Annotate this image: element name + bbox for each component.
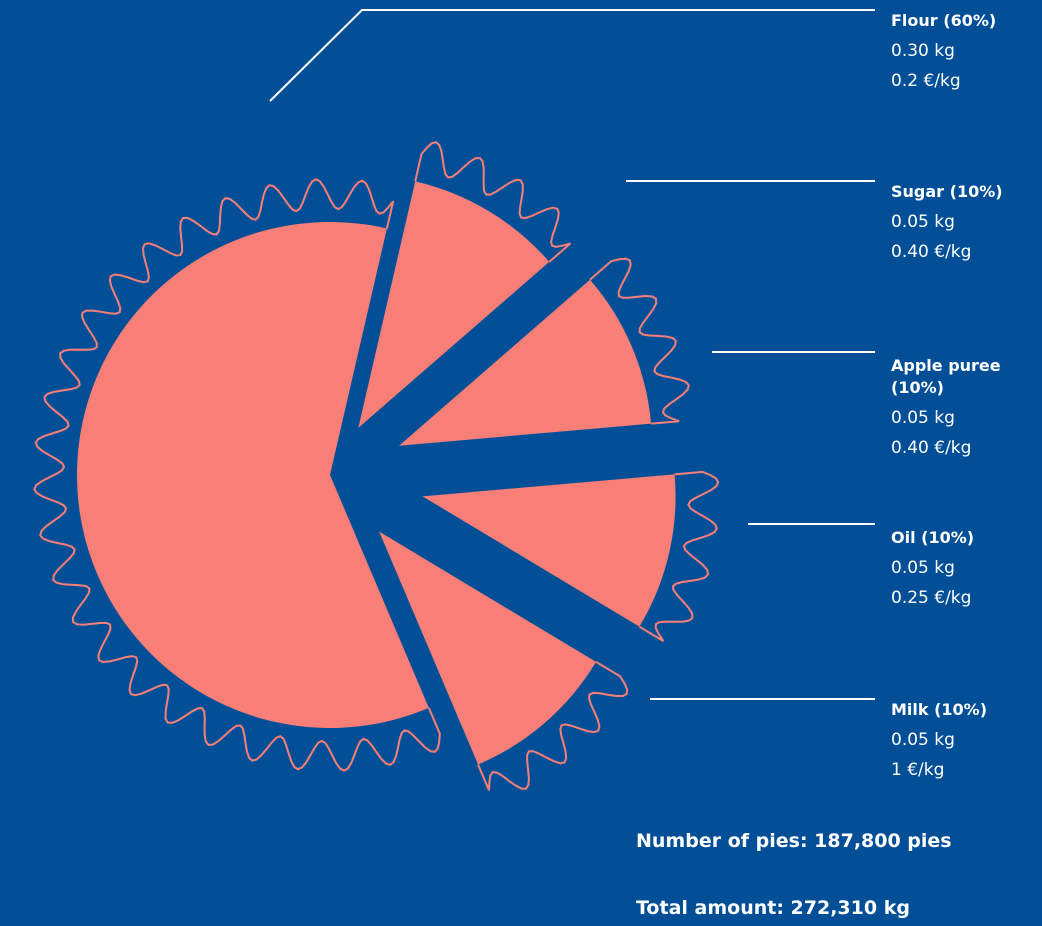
slice-sugar [358, 181, 550, 428]
label-oil: Oil (10%) 0.05 kg 0.25 €/kg [891, 527, 1041, 613]
label-amount: 0.05 kg [891, 212, 955, 232]
crust-sugar [414, 141, 572, 263]
slice-flour [77, 222, 429, 728]
leader-lines [269, 9, 875, 700]
pie-slices [77, 181, 676, 765]
label-name: Milk (10%) [891, 700, 988, 719]
crust-apple-puree [589, 257, 690, 425]
label-price: 1 €/kg [891, 760, 945, 780]
label-milk: Milk (10%) 0.05 kg 1 €/kg [891, 699, 1041, 785]
crust-milk [477, 661, 629, 791]
label-name: Oil (10%) [891, 528, 975, 547]
label-flour: Flour (60%) 0.30 kg 0.2 €/kg [891, 10, 1041, 96]
total-amount: Total amount: 272,310 kg [636, 897, 910, 919]
slice-oil [422, 474, 676, 627]
leader-line-flour [269, 9, 875, 102]
label-amount: 0.05 kg [891, 730, 955, 750]
label-amount: 0.05 kg [891, 558, 955, 578]
label-amount: 0.05 kg [891, 408, 955, 428]
slice-milk [379, 531, 597, 765]
label-sugar: Sugar (10%) 0.05 kg 0.40 €/kg [891, 181, 1041, 267]
label-name: Sugar (10%) [891, 182, 1003, 201]
label-name: Apple puree (10%) [891, 356, 1001, 397]
label-apple-puree: Apple puree (10%) 0.05 kg 0.40 €/kg [891, 355, 1016, 463]
label-name: Flour (60%) [891, 11, 997, 30]
number-of-pies: Number of pies: 187,800 pies [636, 830, 952, 852]
crust-flour [33, 178, 441, 772]
label-amount: 0.30 kg [891, 41, 955, 61]
pie-crust-outlines [33, 141, 720, 791]
label-price: 0.2 €/kg [891, 71, 961, 91]
slice-apple-puree [399, 279, 652, 446]
label-price: 0.40 €/kg [891, 438, 972, 458]
label-price: 0.40 €/kg [891, 242, 972, 262]
label-price: 0.25 €/kg [891, 588, 972, 608]
crust-oil [638, 470, 720, 642]
